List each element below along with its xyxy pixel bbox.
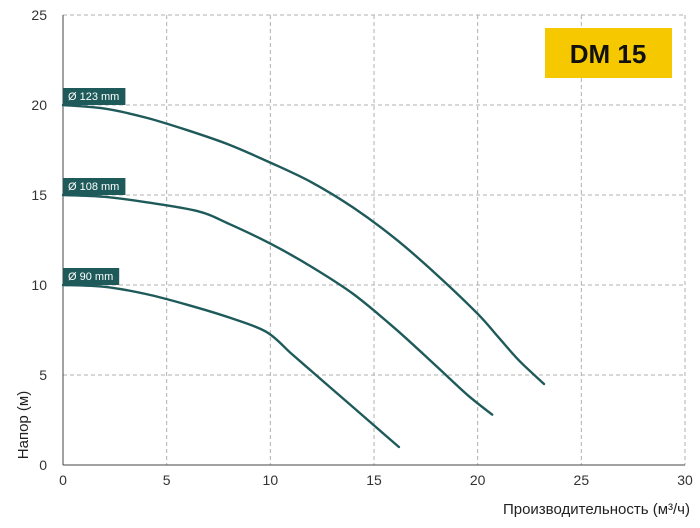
series-label-text: Ø 123 mm	[68, 91, 119, 103]
x-tick-label: 30	[677, 472, 693, 488]
series-label: Ø 90 mm	[63, 268, 120, 285]
series-line	[61, 193, 494, 416]
series-line	[61, 103, 546, 386]
series-label-background	[63, 88, 126, 105]
x-axis-title: Производительность (м³/ч)	[503, 501, 690, 518]
x-tick-labels: 0 5 10 15 20 25 30	[59, 472, 693, 488]
series-label: Ø 123 mm	[63, 88, 126, 105]
y-tick-label: 5	[39, 367, 47, 383]
x-tick-label: 20	[470, 472, 486, 488]
x-tick-label: 25	[574, 472, 590, 488]
series-label-background	[63, 268, 120, 285]
series-label-background	[63, 178, 126, 195]
grid	[63, 14, 686, 465]
x-tick-label: 15	[366, 472, 382, 488]
series-lines	[61, 103, 546, 449]
y-tick-label: 25	[31, 7, 47, 23]
y-axis-title: Напор (м)	[15, 391, 32, 459]
y-tick-label: 20	[31, 97, 47, 113]
series-label-text: Ø 108 mm	[68, 181, 119, 193]
y-tick-label: 10	[31, 277, 47, 293]
x-tick-label: 10	[263, 472, 279, 488]
series-label-text: Ø 90 mm	[68, 271, 113, 283]
series-line	[61, 283, 401, 449]
model-badge: DM 15	[545, 28, 672, 78]
model-badge-background	[545, 28, 672, 78]
y-tick-labels: 0 5 10 15 20 25	[31, 7, 47, 473]
x-tick-label: 5	[163, 472, 171, 488]
y-tick-label: 15	[31, 187, 47, 203]
x-tick-label: 0	[59, 472, 67, 488]
series-labels: Ø 123 mm Ø 108 mm Ø 90 mm	[63, 88, 126, 285]
y-tick-label: 0	[39, 457, 47, 473]
series-label: Ø 108 mm	[63, 178, 126, 195]
model-badge-text: DM 15	[570, 39, 647, 69]
